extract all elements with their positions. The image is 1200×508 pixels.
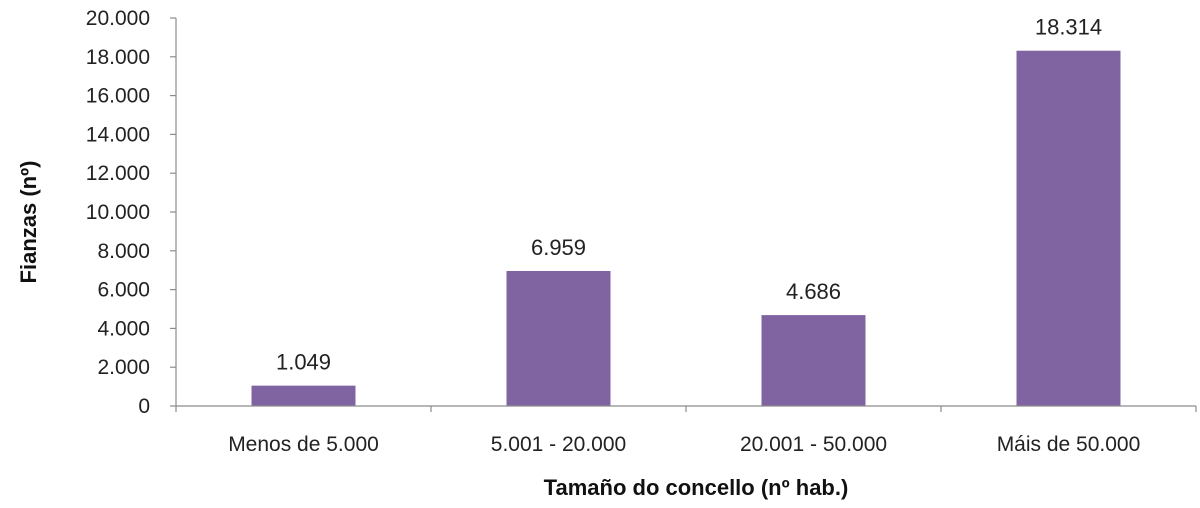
bar (506, 270, 611, 406)
bar-value-label: 18.314 (1035, 15, 1102, 40)
x-axis-title: Tamaño do concello (nº hab.) (544, 475, 849, 500)
bar (251, 385, 356, 406)
x-tick-label: Máis de 50.000 (997, 433, 1141, 456)
bars: 1.049 6.959 4.686 18.314 (251, 15, 1121, 406)
x-tick-label: 5.001 - 20.000 (491, 433, 626, 456)
y-tick-label: 14.000 (86, 123, 150, 146)
bar (1016, 50, 1121, 406)
y-tick-label: 2.000 (97, 356, 150, 379)
x-tick-label: Menos de 5.000 (228, 433, 379, 456)
y-axis-ticks: 0 2.000 4.000 6.000 8.000 10.000 12.000 14.000 1… (86, 7, 176, 418)
bar (761, 315, 866, 406)
bar-value-label: 1.049 (276, 350, 331, 375)
y-tick-label: 20.000 (86, 7, 150, 30)
y-tick-label: 12.000 (86, 162, 150, 185)
x-tick-label: 20.001 - 50.000 (740, 433, 887, 456)
y-tick-label: 8.000 (97, 240, 150, 263)
x-axis-ticks: Menos de 5.000 5.001 - 20.000 20.001 - 50.… (175, 406, 1197, 456)
y-tick-label: 6.000 (97, 279, 150, 302)
y-tick-label: 18.000 (86, 46, 150, 69)
y-axis-title: Fianzas (nº) (16, 161, 41, 284)
bar-value-label: 6.959 (531, 235, 586, 260)
bar-value-label: 4.686 (786, 279, 841, 304)
y-tick-label: 10.000 (86, 201, 150, 224)
y-tick-label: 16.000 (86, 85, 150, 108)
y-tick-label: 4.000 (97, 317, 150, 340)
y-tick-label: 0 (138, 395, 150, 418)
